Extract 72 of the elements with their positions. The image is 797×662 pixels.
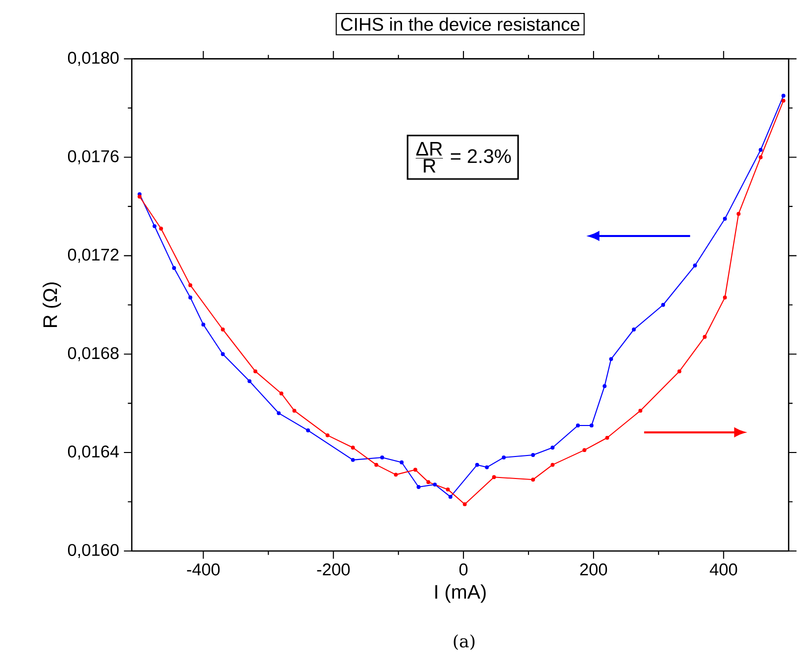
point (582, 448, 586, 452)
point (374, 463, 378, 467)
point (432, 482, 437, 487)
point (446, 488, 450, 492)
x-tick-label: 400 (710, 564, 738, 576)
point (350, 458, 355, 462)
point (550, 446, 555, 450)
point (416, 485, 421, 490)
point (609, 357, 614, 362)
point (394, 472, 398, 477)
point (781, 98, 786, 103)
point (531, 453, 536, 458)
point (188, 283, 192, 288)
x-tick-label: -400 (187, 564, 220, 576)
y-tick-label: 0,0160 (68, 544, 119, 558)
point (188, 296, 192, 300)
y-axis-title: R (Ω) (42, 282, 61, 328)
point (492, 475, 496, 480)
point (292, 408, 296, 413)
point (484, 465, 489, 470)
point (220, 352, 225, 356)
point (502, 456, 506, 460)
y-tick-label: 0,0180 (68, 52, 119, 66)
point (736, 212, 741, 216)
y-tick-label: 0,0172 (68, 248, 118, 263)
chart-title: CIHS in the device resistance (341, 18, 580, 31)
point (602, 384, 607, 388)
annotation: $\frac{\mbox{ΔR}}{\mbox{R}}\mbox{ = 2.3\%}$ (416, 142, 511, 173)
point (722, 296, 727, 300)
point (781, 94, 786, 98)
point (201, 322, 206, 327)
point (693, 264, 697, 268)
point (576, 424, 580, 428)
point (758, 155, 763, 160)
point (550, 463, 555, 467)
point (462, 502, 467, 506)
point (661, 303, 666, 307)
point (426, 480, 430, 484)
x-tick-label: 200 (580, 564, 608, 576)
point (276, 411, 281, 416)
point (758, 148, 763, 152)
y-tick-label: 0,0168 (68, 347, 119, 362)
point (172, 266, 176, 270)
point (400, 460, 404, 464)
point (531, 478, 536, 482)
point (448, 494, 452, 499)
x-axis-title: I (mA) (435, 584, 486, 603)
point (220, 328, 225, 332)
point (677, 369, 682, 374)
point (638, 408, 642, 413)
y-tick-label: 0,0164 (68, 446, 119, 460)
point (475, 463, 480, 467)
point (253, 369, 258, 374)
point (722, 216, 727, 221)
point (605, 436, 610, 440)
point (138, 194, 142, 199)
text: (a) (454, 634, 474, 650)
point (632, 328, 636, 332)
point (326, 433, 330, 438)
x-tick-label: -200 (317, 564, 350, 576)
point (248, 379, 252, 384)
point (279, 392, 284, 396)
point (350, 446, 355, 450)
y-tick-label: 0,0176 (68, 150, 119, 164)
x-tick-label: 0 (459, 564, 468, 576)
point (702, 335, 707, 339)
point (413, 468, 418, 472)
point (590, 424, 594, 428)
point (152, 224, 157, 228)
point (380, 456, 384, 460)
point (159, 226, 164, 231)
point (306, 428, 310, 432)
